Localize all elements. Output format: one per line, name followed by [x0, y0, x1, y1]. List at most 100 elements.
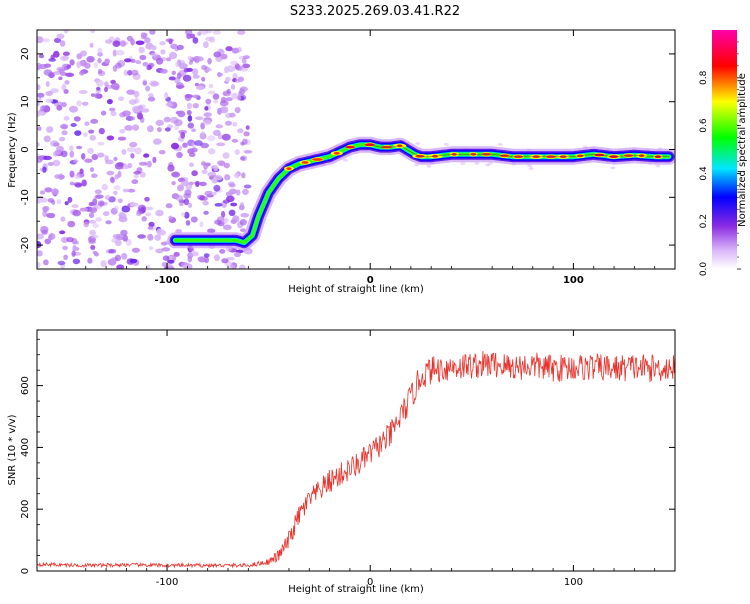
noise-speck [45, 81, 50, 87]
noise-speck [90, 30, 95, 34]
noise-speck [118, 211, 126, 217]
noise-speck [71, 204, 79, 209]
noise-speck [97, 58, 102, 64]
noise-speck [111, 238, 119, 243]
noise-speck [226, 65, 236, 72]
noise-speck [239, 55, 244, 60]
noise-speck [69, 105, 78, 113]
noise-speck [92, 223, 99, 229]
noise-speck [47, 198, 55, 203]
noise-speck [130, 58, 136, 64]
noise-speck [207, 228, 216, 234]
noise-speck [126, 147, 136, 153]
noise-speck [205, 36, 214, 42]
noise-speck [226, 88, 231, 95]
noise-speck [115, 234, 125, 241]
noise-speck [242, 188, 249, 195]
noise-speck [79, 168, 84, 175]
noise-speck [90, 244, 96, 251]
noise-speck [96, 86, 101, 91]
noise-speck [171, 70, 176, 76]
noise-speck [88, 239, 97, 245]
snr-x-axis: -100 0 100 [85, 330, 656, 588]
noise-speck [42, 166, 47, 173]
noise-speck [184, 94, 193, 99]
noise-speck [95, 217, 102, 222]
noise-speck [40, 226, 49, 233]
noise-speck [71, 250, 76, 257]
noise-speck [44, 63, 52, 68]
noise-speck [204, 106, 209, 111]
noise-speck [127, 188, 136, 193]
noise-speck [179, 202, 184, 207]
noise-speck [155, 209, 164, 217]
noise-speck [149, 30, 156, 35]
noise-speck [528, 167, 534, 170]
noise-speck [170, 43, 178, 50]
noise-speck [196, 56, 204, 62]
noise-speck [161, 247, 171, 252]
noise-speck [527, 164, 533, 168]
noise-speck [145, 85, 151, 92]
noise-speck [45, 91, 53, 96]
noise-speck [98, 127, 105, 135]
noise-speck [59, 174, 65, 180]
noise-speck [110, 82, 120, 90]
noise-speck [141, 216, 147, 222]
noise-speck [76, 61, 82, 69]
noise-speck [226, 256, 235, 261]
noise-speck [189, 247, 195, 252]
noise-speck [87, 257, 93, 264]
noise-speck [59, 40, 66, 47]
noise-speck [189, 162, 194, 168]
noise-speck [150, 81, 160, 87]
noise-speck [43, 69, 53, 76]
noise-speck [150, 52, 158, 57]
noise-speck [176, 44, 184, 51]
noise-speck [214, 203, 223, 207]
noise-speck [187, 55, 192, 60]
noise-speck [131, 179, 139, 185]
noise-speck [37, 92, 45, 98]
noise-speck [234, 107, 241, 114]
noise-speck [137, 234, 146, 239]
noise-speck [221, 210, 226, 218]
noise-speck [91, 234, 99, 239]
noise-speck [57, 260, 66, 266]
noise-speck [74, 174, 81, 180]
noise-speck [61, 130, 68, 136]
noise-speck [143, 153, 150, 158]
noise-speck [610, 166, 616, 170]
noise-speck [241, 172, 246, 179]
noise-speck [196, 85, 205, 90]
noise-speck [180, 59, 185, 66]
noise-speck [48, 234, 53, 241]
snr-ylabel: SNR (10 * v/v) [7, 414, 18, 485]
noise-speck [191, 128, 197, 132]
noise-speck [72, 209, 81, 217]
noise-speck [154, 234, 161, 241]
noise-speck [208, 90, 216, 95]
noise-speck [230, 84, 236, 90]
noise-speck [114, 205, 119, 211]
y-tick-label: 20 [20, 48, 31, 61]
noise-speck [230, 202, 238, 207]
y-tick-label: 600 [20, 376, 31, 395]
noise-speck [69, 59, 75, 66]
noise-speck [205, 30, 213, 34]
noise-speck [199, 181, 207, 187]
noise-speck [200, 131, 206, 139]
noise-speck [53, 71, 62, 75]
noise-speck [98, 68, 103, 74]
noise-speck [207, 57, 212, 65]
noise-speck [69, 181, 75, 186]
ridge-center-line [370, 144, 669, 158]
noise-speck [88, 220, 97, 224]
noise-speck [59, 136, 66, 142]
noise-speck [200, 142, 210, 149]
noise-speck [192, 103, 199, 109]
noise-speck [142, 61, 149, 67]
noise-speck [78, 90, 88, 94]
noise-speck [88, 212, 95, 218]
snr-frame [36, 329, 676, 572]
